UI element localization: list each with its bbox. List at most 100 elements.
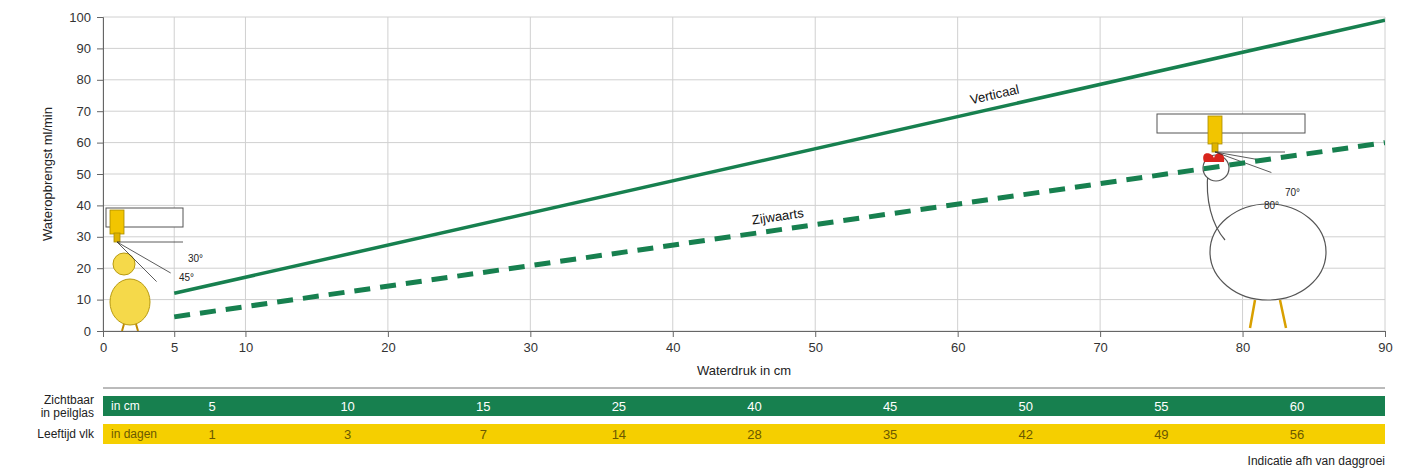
- tick-label: 100: [69, 10, 91, 25]
- tick-mark: [388, 331, 389, 337]
- chick-body: [110, 279, 150, 325]
- tick-mark: [815, 331, 816, 337]
- grid: [103, 17, 1385, 331]
- note: Indicatie afh van daggroei: [1248, 454, 1385, 468]
- data: [174, 20, 1385, 317]
- grid-line-y: [103, 142, 1385, 143]
- axis-line: [97, 18, 104, 332]
- tick: 80: [1236, 331, 1250, 355]
- grid-line-y: [103, 299, 1385, 300]
- tick-mark: [958, 331, 959, 337]
- grid-line-y: [103, 79, 1385, 80]
- tick-mark: [97, 268, 103, 269]
- tick: 5: [171, 331, 178, 355]
- table-value: 1: [208, 427, 215, 442]
- table-value: 50: [1019, 399, 1033, 414]
- row-label: Leeftijd vlk: [37, 427, 95, 441]
- tick-label: 30: [524, 340, 538, 355]
- tick-mark: [97, 205, 103, 206]
- chart: 30°45°70°80°VerticaalZijwaarts0510203040…: [0, 0, 1407, 475]
- table-value: 35: [883, 427, 897, 442]
- tick: 80: [77, 72, 103, 87]
- hen-body: [1210, 204, 1326, 300]
- angle-label: 70°: [1285, 187, 1300, 198]
- tick-label: 30: [77, 229, 91, 244]
- tick-mark: [1385, 331, 1386, 337]
- tick-mark: [97, 174, 103, 175]
- tick: 100: [69, 10, 103, 25]
- table-rule: [103, 388, 1385, 389]
- series-label: Zijwaarts: [751, 205, 805, 227]
- tick-label: 80: [1236, 340, 1250, 355]
- tick: 60: [951, 331, 965, 355]
- table-value: 45: [883, 399, 897, 414]
- series-line: [174, 143, 1385, 317]
- hen-neck: [1207, 172, 1225, 240]
- x-axis-title: Waterdruk in cm: [697, 363, 791, 378]
- series-labels: VerticaalZijwaarts: [751, 82, 1021, 228]
- chick: [106, 208, 183, 331]
- axis-line: [104, 332, 1386, 338]
- tick: 70: [77, 104, 103, 119]
- grid-line-y: [103, 205, 1385, 206]
- table-band: [103, 424, 1385, 444]
- table-value: 55: [1154, 399, 1168, 414]
- nipple-tip: [114, 233, 120, 242]
- tick: 30: [77, 229, 103, 244]
- tick: 10: [239, 331, 253, 355]
- tick-label: 10: [77, 292, 91, 307]
- nipple: [1208, 116, 1222, 144]
- table-value: 42: [1019, 427, 1033, 442]
- x-axis: 05102030405060708090: [100, 331, 1393, 355]
- table-band: [103, 396, 1385, 416]
- tick-mark: [530, 331, 531, 337]
- nipple-tip: [1212, 143, 1218, 152]
- tick-mark: [97, 237, 103, 238]
- table-value: 28: [747, 427, 761, 442]
- tick-label: 0: [84, 324, 91, 339]
- drinker-bar: [1157, 114, 1305, 133]
- angle-label: 80°: [1264, 200, 1279, 211]
- table-value: 56: [1290, 427, 1304, 442]
- series-line: [174, 20, 1385, 293]
- tick-label: 90: [1378, 340, 1392, 355]
- tick-label: 5: [171, 340, 178, 355]
- tick: 0: [84, 324, 103, 339]
- angle-line: [117, 242, 157, 282]
- tick-mark: [97, 143, 103, 144]
- tick-label: 60: [951, 340, 965, 355]
- tick: 20: [77, 261, 103, 276]
- table-value: 7: [480, 427, 487, 442]
- chick-legs: [122, 324, 138, 331]
- hen-legs: [1250, 300, 1286, 328]
- tick: 10: [77, 292, 103, 307]
- grid-line-y: [103, 48, 1385, 49]
- tick-label: 40: [77, 198, 91, 213]
- grid-line-y: [103, 17, 1385, 18]
- tick-label: 60: [77, 135, 91, 150]
- tick-mark: [97, 111, 103, 112]
- tick-mark: [1100, 331, 1101, 337]
- tick: 90: [77, 41, 103, 56]
- row-unit: in dagen: [111, 427, 157, 441]
- tick-mark: [1243, 331, 1244, 337]
- row-label: Zichtbaarin peilglas: [41, 393, 94, 420]
- tick: 50: [77, 167, 103, 182]
- tick: 90: [1378, 331, 1392, 355]
- tick-label: 10: [239, 340, 253, 355]
- tick-label: 70: [1093, 340, 1107, 355]
- angle-label: 30°: [188, 253, 203, 264]
- tick-label: 20: [381, 340, 395, 355]
- hen: [1157, 114, 1326, 328]
- table-value: 25: [612, 399, 626, 414]
- tick-mark: [97, 80, 103, 81]
- tick-mark: [245, 331, 246, 337]
- table-value: 49: [1154, 427, 1168, 442]
- tick-label: 80: [77, 72, 91, 87]
- tick-mark: [97, 331, 103, 332]
- tick: 50: [808, 331, 822, 355]
- angle-line: [117, 242, 183, 243]
- tick-mark: [673, 331, 674, 337]
- angle-line: [1215, 152, 1285, 153]
- table-value: 3: [344, 427, 351, 442]
